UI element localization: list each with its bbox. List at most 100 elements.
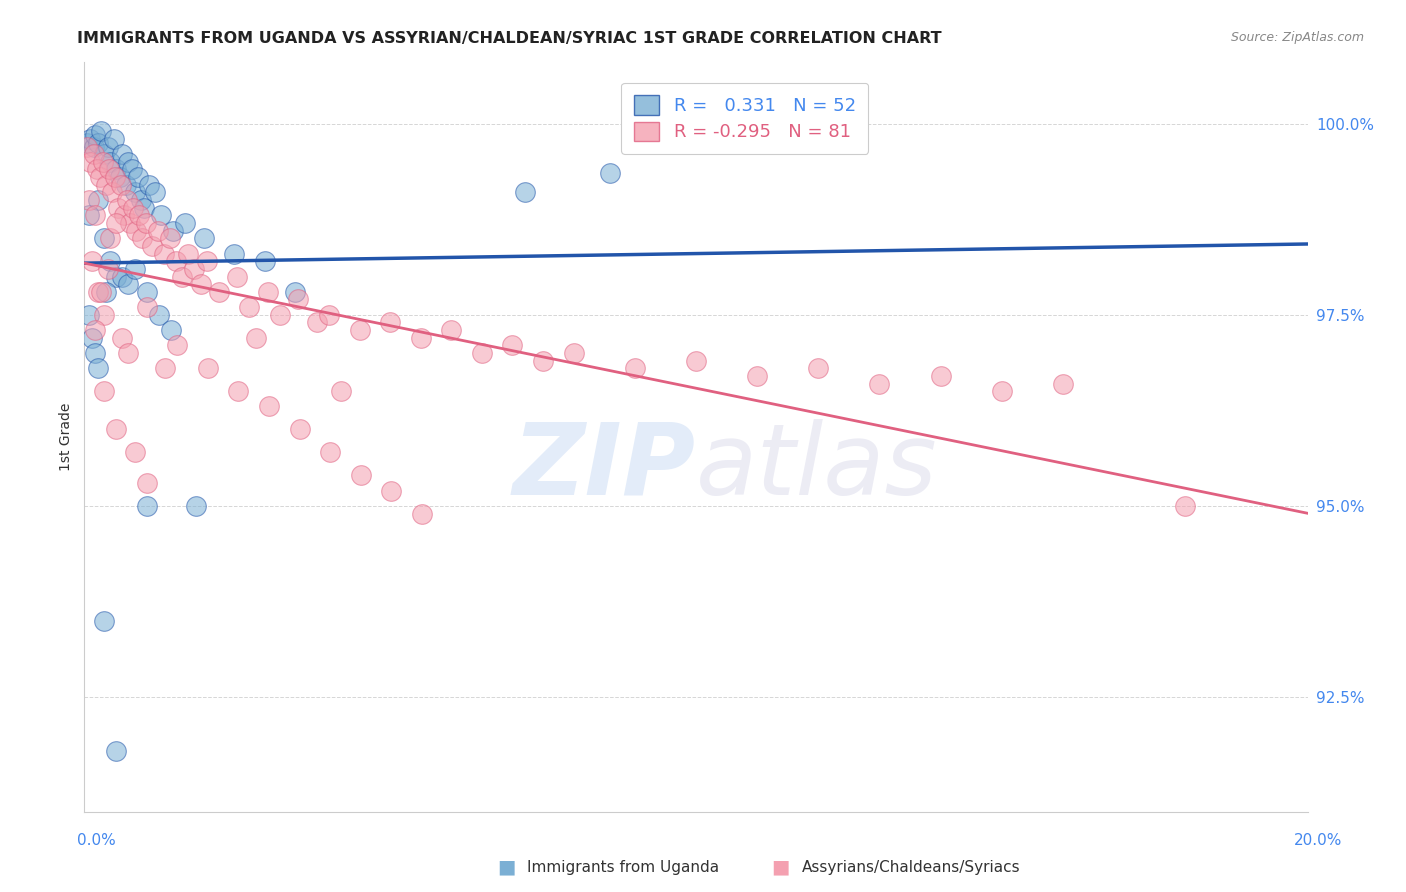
Point: [991, 384, 1014, 399]
Point: [79, 154, 101, 169]
Point: [77, 308, 100, 322]
Text: IMMIGRANTS FROM UGANDA VS ASSYRIAN/CHALDEAN/SYRIAC 1ST GRADE CORRELATION CHART: IMMIGRANTS FROM UGANDA VS ASSYRIAN/CHALD…: [77, 31, 942, 46]
Point: [599, 166, 621, 180]
Point: [172, 269, 194, 284]
Point: [166, 338, 188, 352]
Point: [93, 231, 115, 245]
Point: [174, 216, 197, 230]
Legend: R =   0.331   N = 52, R = -0.295   N = 81: R = 0.331 N = 52, R = -0.295 N = 81: [621, 83, 869, 154]
Point: [319, 445, 342, 459]
Point: [411, 507, 433, 521]
Point: [97, 162, 120, 177]
Text: ZIP: ZIP: [513, 418, 696, 516]
Point: [83, 147, 105, 161]
Point: [87, 285, 110, 299]
Point: [112, 208, 135, 222]
Point: [105, 216, 128, 230]
Point: [98, 154, 121, 169]
Point: [77, 208, 100, 222]
Point: [143, 186, 166, 200]
Text: Source: ZipAtlas.com: Source: ZipAtlas.com: [1230, 31, 1364, 45]
Point: [350, 468, 373, 483]
Point: [162, 224, 184, 238]
Point: [94, 285, 117, 299]
Point: [257, 400, 280, 414]
Point: [104, 170, 127, 185]
Point: [91, 154, 114, 169]
Point: [84, 128, 107, 142]
Point: [93, 614, 115, 628]
Point: [135, 285, 157, 299]
Point: [269, 308, 291, 322]
Point: [108, 170, 131, 185]
Point: [287, 293, 309, 307]
Point: [79, 132, 101, 146]
Point: [305, 315, 328, 329]
Point: [115, 178, 138, 192]
Point: [122, 201, 145, 215]
Point: [380, 483, 402, 498]
Point: [105, 162, 128, 177]
Point: [121, 162, 143, 177]
Point: [117, 277, 139, 292]
Text: 0.0%: 0.0%: [77, 833, 117, 847]
Point: [115, 193, 138, 207]
Point: [125, 224, 148, 238]
Point: [440, 323, 463, 337]
Point: [105, 743, 128, 757]
Point: [141, 239, 163, 253]
Point: [128, 208, 150, 222]
Point: [160, 323, 183, 337]
Point: [153, 361, 176, 376]
Point: [131, 231, 153, 245]
Point: [80, 254, 103, 268]
Point: [89, 170, 111, 185]
Point: [929, 368, 952, 383]
Point: [148, 308, 170, 322]
Point: [330, 384, 353, 399]
Point: [380, 315, 402, 329]
Point: [120, 216, 142, 230]
Point: [226, 269, 249, 284]
Point: [1174, 499, 1197, 513]
Point: [138, 178, 160, 192]
Point: [807, 361, 830, 376]
Point: [208, 285, 231, 299]
Point: [183, 261, 205, 276]
Point: [101, 186, 124, 200]
Point: [86, 162, 108, 177]
Point: [531, 353, 554, 368]
Point: [76, 139, 98, 153]
Point: [502, 338, 524, 352]
Point: [195, 254, 218, 268]
Point: [77, 193, 100, 207]
Point: [117, 346, 139, 360]
Point: [107, 201, 129, 215]
Point: [111, 331, 134, 345]
Point: [184, 499, 207, 513]
Point: [90, 285, 112, 299]
Point: [84, 208, 107, 222]
Point: [129, 193, 152, 207]
Point: [94, 178, 117, 192]
Point: [87, 136, 110, 150]
Point: [149, 208, 172, 222]
Point: [349, 323, 371, 337]
Point: [153, 246, 176, 260]
Point: [624, 361, 647, 376]
Point: [124, 445, 146, 459]
Point: [105, 269, 128, 284]
Text: Assyrians/Chaldeans/Syriacs: Assyrians/Chaldeans/Syriacs: [801, 860, 1019, 874]
Point: [111, 269, 134, 284]
Point: [98, 231, 121, 245]
Point: [93, 147, 115, 161]
Point: [228, 384, 250, 399]
Point: [127, 170, 149, 185]
Point: [87, 361, 110, 376]
Point: [513, 186, 536, 200]
Point: [105, 422, 128, 436]
Text: ■: ■: [496, 857, 516, 877]
Point: [747, 368, 769, 383]
Text: ■: ■: [770, 857, 790, 877]
Point: [84, 346, 107, 360]
